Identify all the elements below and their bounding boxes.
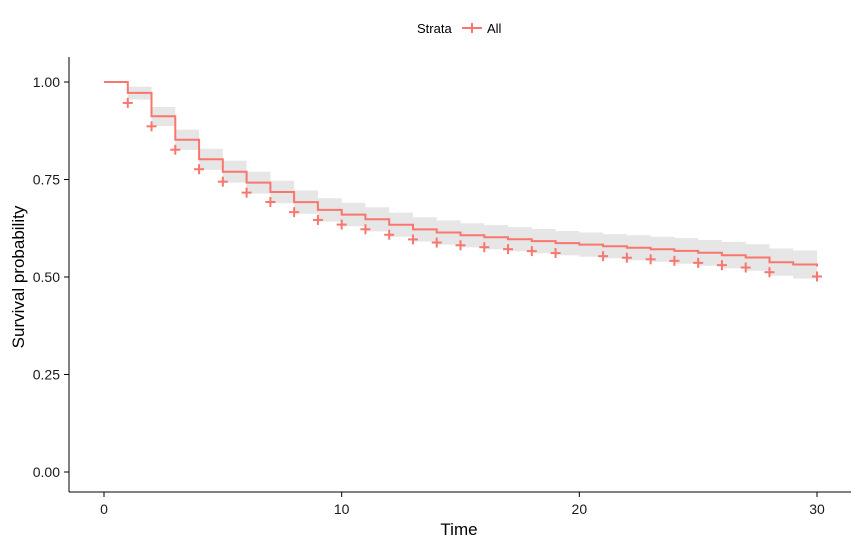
x-tick-label: 10 — [334, 501, 350, 517]
axes-layer: 0.00 0.25 0.50 0.75 1.00 0 10 20 30 — [33, 57, 851, 517]
censor-mark — [550, 248, 561, 259]
confidence-band-layer — [104, 82, 817, 281]
y-axis-title: Survival probability — [9, 205, 28, 348]
censor-mark — [146, 121, 157, 132]
censor-mark — [479, 242, 490, 253]
y-tick-label: 0.00 — [33, 464, 60, 480]
y-tick-label: 0.75 — [33, 172, 60, 188]
legend-entry: All — [462, 21, 502, 36]
censor-mark — [503, 244, 514, 255]
censor-mark — [669, 255, 680, 266]
y-tick-label: 0.25 — [33, 367, 60, 383]
x-axis-title: Time — [440, 520, 477, 539]
censor-mark — [455, 240, 466, 251]
censor-mark — [265, 196, 276, 207]
censor-mark — [716, 260, 727, 271]
censor-mark — [764, 267, 775, 278]
x-tick-label: 20 — [572, 501, 588, 517]
confidence-band — [104, 82, 817, 281]
censor-mark — [621, 252, 632, 263]
legend-label: All — [487, 21, 502, 36]
legend: Strata All — [417, 21, 502, 36]
censor-mark — [122, 97, 133, 108]
censor-mark — [740, 262, 751, 273]
censor-mark — [598, 251, 609, 262]
censor-mark — [289, 207, 300, 218]
censor-mark — [645, 254, 656, 265]
y-tick-label: 0.50 — [33, 269, 60, 285]
censor-mark — [384, 229, 395, 240]
censor-marks-layer — [122, 97, 822, 282]
censor-mark — [407, 234, 418, 245]
censor-mark — [241, 187, 252, 198]
censor-mark — [194, 164, 205, 175]
censor-mark — [360, 224, 371, 235]
x-tick-label: 30 — [809, 501, 825, 517]
legend-title: Strata — [417, 21, 452, 36]
censor-mark — [217, 176, 228, 187]
censor-mark — [336, 219, 347, 230]
censor-mark — [693, 257, 704, 268]
censor-mark — [170, 144, 181, 155]
censor-mark — [526, 246, 537, 257]
survival-curve-all — [104, 81, 818, 267]
series-layer — [104, 81, 818, 267]
censor-mark — [431, 237, 442, 248]
censor-mark — [812, 271, 822, 282]
y-tick-label: 1.00 — [33, 74, 60, 90]
x-tick-label: 0 — [100, 501, 108, 517]
censor-mark — [312, 214, 323, 225]
